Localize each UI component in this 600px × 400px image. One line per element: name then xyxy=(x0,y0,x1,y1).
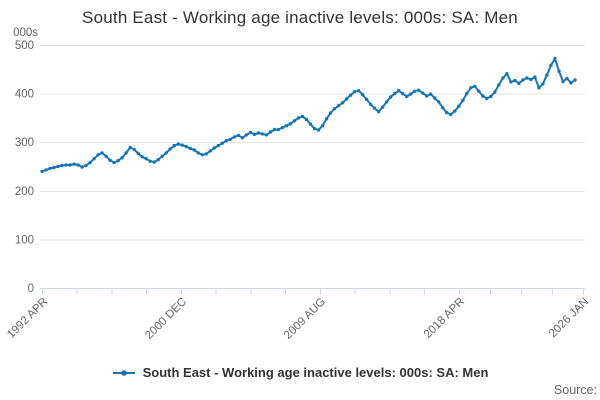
x-tick-label: 2018 APR xyxy=(422,296,467,341)
y-tick-label: 500 xyxy=(15,40,34,52)
y-tick-label: 400 xyxy=(15,89,34,101)
y-axis-labels: 0 100 200 300 400 500 xyxy=(15,40,34,295)
legend-item[interactable]: South East - Working age inactive levels… xyxy=(0,365,600,380)
y-tick-label: 0 xyxy=(28,283,34,295)
x-axis-ticks xyxy=(42,288,584,295)
series-line xyxy=(40,56,577,174)
legend-line-marker-icon xyxy=(112,369,135,376)
x-tick-label: 2009 AUG xyxy=(282,296,328,342)
x-tick-label: 2026 JAN xyxy=(547,296,591,340)
y-axis-unit-label: 000s xyxy=(13,27,38,39)
x-axis-labels: 1992 APR 2000 DEC 2009 AUG 2018 APR 2026 JAN xyxy=(5,296,591,342)
y-tick-label: 100 xyxy=(15,234,34,246)
series-path[interactable] xyxy=(41,57,576,173)
x-tick-label: 2000 DEC xyxy=(143,296,189,342)
y-tick-label: 200 xyxy=(15,186,34,198)
chart-title: South East - Working age inactive levels… xyxy=(82,8,518,27)
x-tick-label: 1992 APR xyxy=(5,296,50,341)
source-note: Source: xyxy=(553,383,597,397)
y-gridlines xyxy=(40,45,585,289)
y-tick-label: 300 xyxy=(15,137,34,149)
legend-label: South East - Working age inactive levels… xyxy=(142,365,489,380)
